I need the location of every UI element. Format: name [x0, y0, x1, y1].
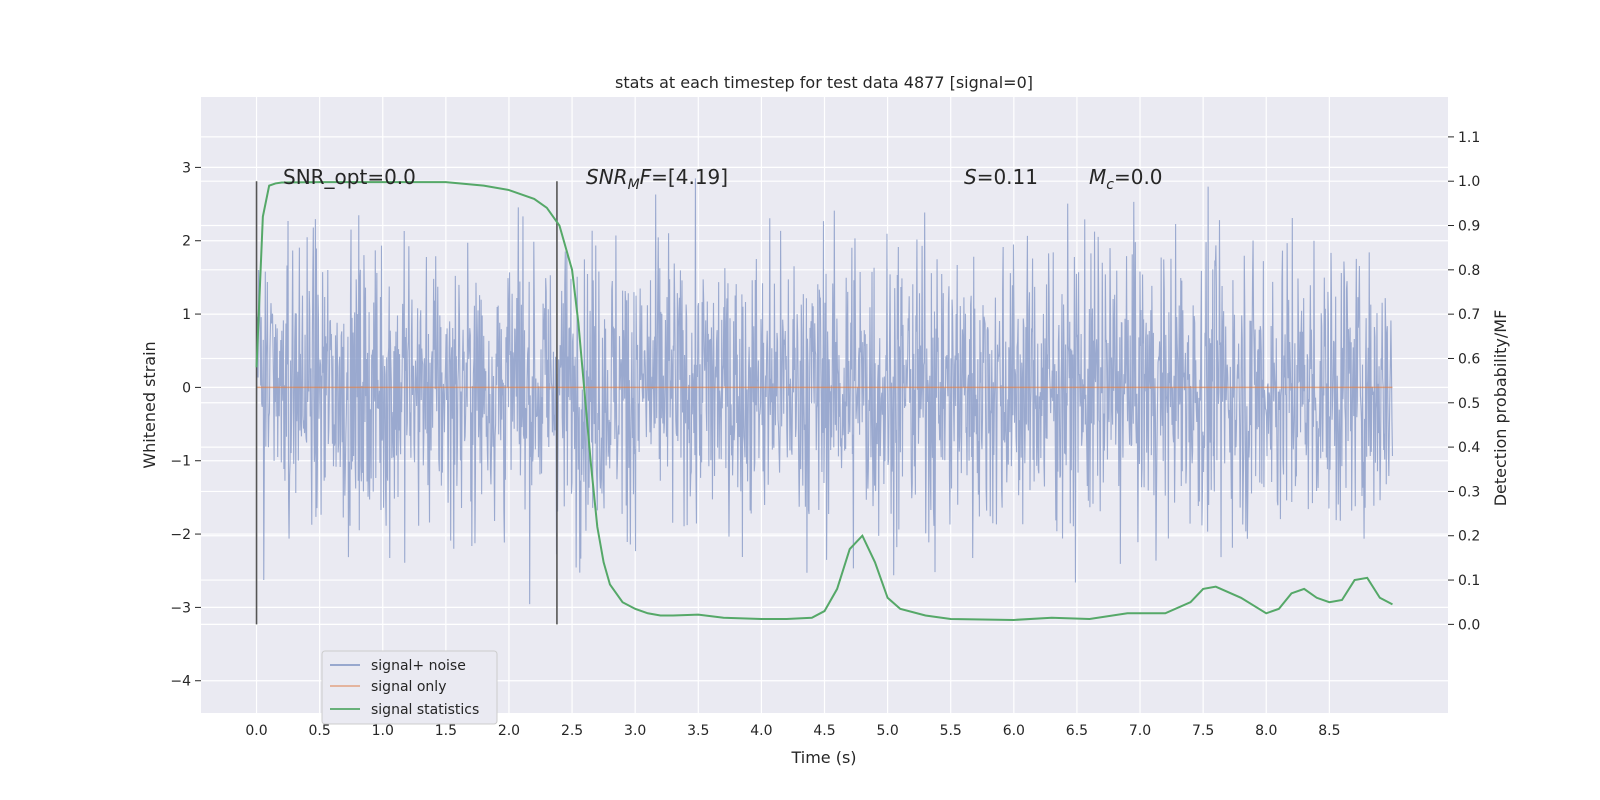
- s-symbol: S: [964, 165, 977, 189]
- x-axis-ticks: 0.0 0.5 1.0 1.5 2.0 2.5 3.0 3.5 4.0 4.5 5.0 5.5 6.0 6…: [245, 723, 1340, 739]
- legend-label-signal-only: signal only: [371, 679, 446, 695]
- snr-mf-subscript: M: [628, 177, 640, 193]
- vertical-markers: [255, 181, 558, 625]
- x-tick-label: 0.5: [309, 723, 331, 739]
- chart-title: stats at each timestep for test data 487…: [615, 73, 1033, 92]
- mc-value: =0.0: [1114, 165, 1163, 189]
- x-tick-label: 7.5: [1192, 723, 1214, 739]
- y2-tick-label: 0.9: [1458, 219, 1480, 235]
- y-tick-label: 3: [182, 160, 191, 176]
- signal-noise-series: [255, 178, 1394, 605]
- noise-trace: [255, 178, 1394, 605]
- x-tick-label: 8.0: [1255, 723, 1277, 739]
- annotation-snr-mf: SNRMF=[4.19]: [586, 165, 728, 193]
- x-tick-label: 1.5: [435, 723, 457, 739]
- x-tick-label: 4.0: [750, 723, 772, 739]
- legend: signal+ noise signal only signal statist…: [321, 650, 498, 725]
- s-value: =0.11: [977, 165, 1038, 189]
- x-tick-label: 1.0: [372, 723, 394, 739]
- annotation-mc: Mc=0.0: [1089, 165, 1163, 193]
- y2-tick-label: 0.8: [1458, 263, 1480, 279]
- x-tick-label: 8.5: [1318, 723, 1340, 739]
- y2-tick-label: 0.2: [1458, 529, 1480, 545]
- legend-label-statistics: signal statistics: [371, 702, 479, 718]
- y-tick-label: 0: [182, 380, 191, 396]
- y2-tick-label: 0.7: [1458, 307, 1480, 323]
- x-tick-label: 6.0: [1003, 723, 1025, 739]
- y-tick-label: −2: [170, 527, 191, 543]
- y2-tick-label: 0.4: [1458, 440, 1480, 456]
- snr-mf-value: =[4.19]: [651, 165, 728, 189]
- annotation-s: S=0.11: [964, 165, 1038, 189]
- x-tick-label: 3.5: [687, 723, 709, 739]
- y2-axis-label: Detection probability/MF: [1491, 310, 1510, 507]
- y2-tick-label: 0.6: [1458, 351, 1480, 367]
- x-tick-label: 5.5: [940, 723, 962, 739]
- legend-box: [321, 650, 498, 725]
- snr-mf-prefix: SNR: [586, 165, 628, 189]
- x-tick-label: 4.5: [813, 723, 835, 739]
- y-axis-ticks: 3 2 1 0 −1 −2 −3 −4: [170, 160, 201, 690]
- annotation-snr-opt: SNR_opt=0.0: [283, 165, 416, 189]
- y-tick-label: −3: [170, 600, 191, 616]
- y2-axis-ticks: 1.1 1.0 0.9 0.8 0.7 0.6 0.5 0.4 0.3 0.2 0.1 0.0: [1448, 130, 1480, 633]
- x-tick-label: 2.5: [561, 723, 583, 739]
- y2-tick-label: 1.1: [1458, 130, 1480, 146]
- y2-tick-label: 0.5: [1458, 396, 1480, 412]
- x-tick-label: 7.0: [1129, 723, 1151, 739]
- y-tick-label: 2: [182, 234, 191, 250]
- y-axis-label: Whitened strain: [140, 341, 159, 468]
- x-tick-label: 5.0: [876, 723, 898, 739]
- signal-statistics-series: [255, 181, 1393, 621]
- y2-tick-label: 0.1: [1458, 573, 1480, 589]
- y2-tick-label: 1.0: [1458, 174, 1480, 190]
- mc-symbol: M: [1089, 165, 1106, 189]
- y-tick-label: −4: [170, 674, 191, 690]
- y2-tick-label: 0.3: [1458, 484, 1480, 500]
- x-tick-label: 0.0: [245, 723, 267, 739]
- y-tick-label: −1: [170, 454, 191, 470]
- x-axis-label: Time (s): [790, 748, 856, 767]
- y-tick-label: 1: [182, 307, 191, 323]
- x-tick-label: 6.5: [1066, 723, 1088, 739]
- mc-subscript: c: [1106, 177, 1114, 193]
- snr-mf-mid: F: [640, 165, 652, 189]
- y2-tick-label: 0.0: [1458, 617, 1480, 633]
- x-tick-label: 3.0: [624, 723, 646, 739]
- x-tick-label: 2.0: [498, 723, 520, 739]
- statistics-line: [255, 181, 1393, 621]
- legend-label-noise: signal+ noise: [371, 658, 466, 674]
